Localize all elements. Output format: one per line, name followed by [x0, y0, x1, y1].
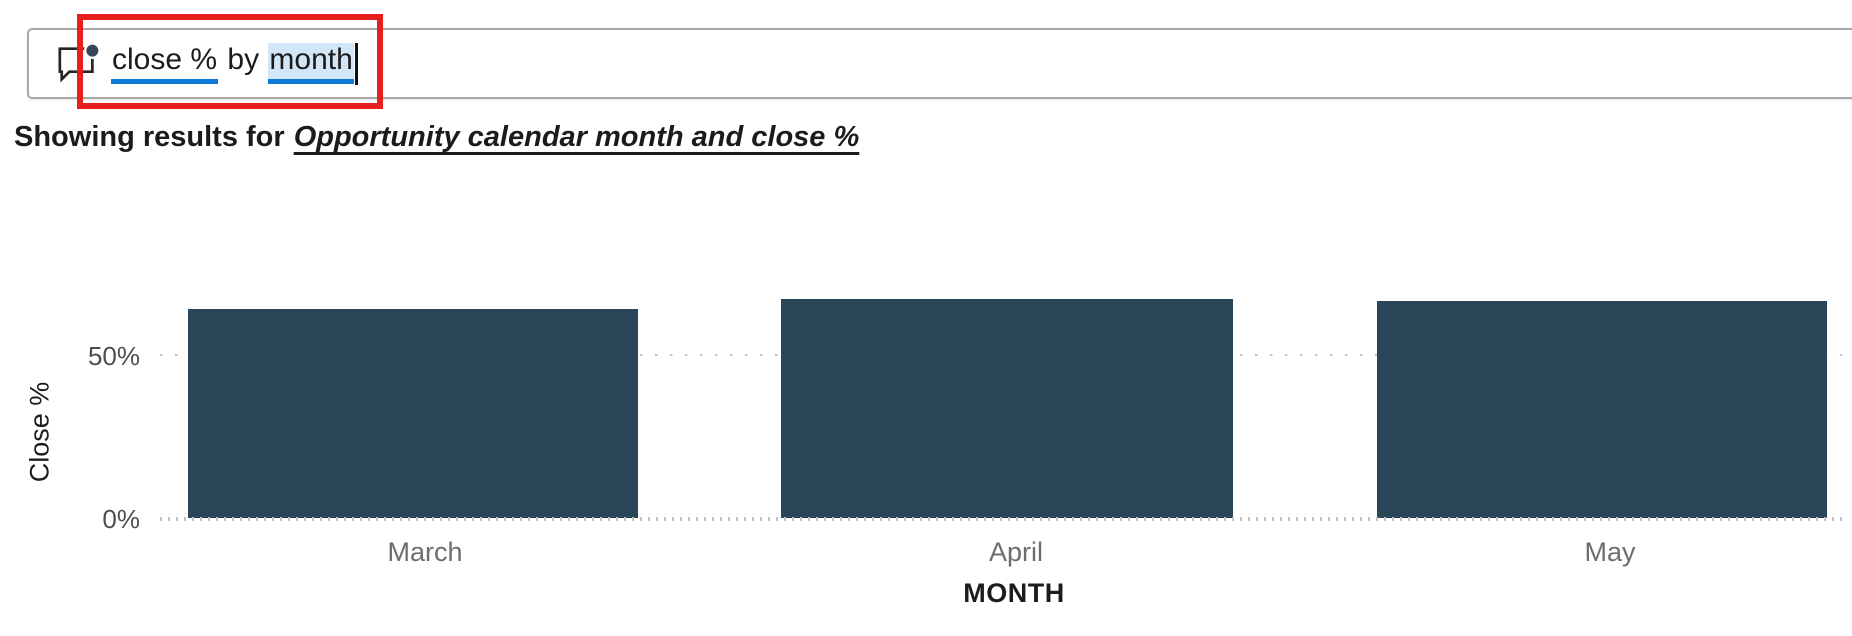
- y-tick-0: 0%: [102, 504, 140, 534]
- category-label-march: March: [387, 537, 463, 567]
- text-cursor: [354, 42, 358, 85]
- restatement-text: Opportunity calendar month and close %: [293, 121, 860, 153]
- category-label-april: April: [988, 537, 1044, 567]
- x-axis-baseline: [160, 517, 1842, 521]
- bar-march[interactable]: [188, 309, 638, 518]
- question-text[interactable]: close % by month: [111, 42, 358, 85]
- plot-area: [160, 240, 1842, 521]
- recognized-term-close-pct[interactable]: close %: [111, 43, 219, 84]
- bar-may[interactable]: [1377, 301, 1827, 518]
- recognized-term-month[interactable]: month: [268, 42, 354, 84]
- y-tick-50: 50%: [87, 341, 140, 371]
- bar-april[interactable]: [781, 299, 1233, 518]
- results-restatement-line: Showing results for Opportunity calendar …: [14, 121, 859, 154]
- annotation-rectangle: [77, 14, 383, 109]
- category-label-may: May: [1584, 537, 1636, 567]
- x-axis-title: MONTH: [963, 578, 1065, 608]
- close-pct-by-month-chart: Close % 50% 0% March April May MONTH: [0, 200, 1852, 636]
- y-axis-title: Close %: [24, 381, 55, 483]
- showing-results-prefix: Showing results for: [14, 121, 285, 153]
- question-input[interactable]: close % by month: [27, 28, 1852, 99]
- qna-comment-icon: [58, 41, 101, 83]
- question-word-by[interactable]: by: [219, 42, 268, 76]
